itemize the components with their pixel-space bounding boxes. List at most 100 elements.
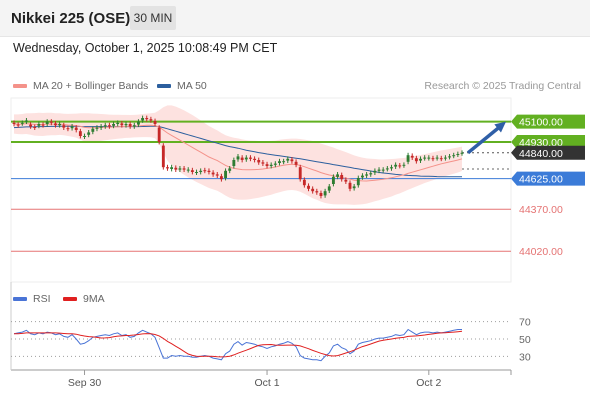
- rsi-label: RSI: [33, 293, 51, 305]
- candle-body: [443, 157, 447, 159]
- candle-body: [74, 127, 78, 130]
- rsi-level-label: 70: [519, 317, 531, 329]
- candle: [78, 128, 82, 139]
- candle-body: [456, 154, 460, 155]
- candle: [344, 177, 348, 184]
- candle: [261, 160, 265, 166]
- candle: [37, 121, 41, 129]
- candle: [315, 188, 319, 195]
- candle-body: [83, 136, 86, 137]
- candle-body: [427, 157, 431, 159]
- candle-body: [373, 170, 377, 173]
- candle: [265, 161, 269, 169]
- candle-body: [49, 121, 53, 123]
- candle-body: [302, 179, 306, 186]
- candle-body: [265, 164, 269, 166]
- candle: [278, 158, 281, 166]
- candle-body: [170, 167, 174, 169]
- candle: [153, 118, 157, 127]
- rsi-ma9-label: 9MA: [83, 293, 105, 305]
- candle: [33, 124, 37, 130]
- candle-body: [315, 191, 319, 193]
- rsi-line: [13, 328, 462, 362]
- target-arrow: [466, 125, 502, 155]
- candle-body: [145, 118, 149, 120]
- candle-body: [153, 121, 157, 124]
- candle-body: [439, 158, 443, 160]
- ma-bb-label: MA 20 + Bollinger Bands: [33, 80, 149, 92]
- candle-body: [199, 170, 203, 172]
- level-tag-44930.00: [511, 135, 585, 149]
- ma20-line: [13, 123, 463, 182]
- candle-body: [273, 163, 277, 165]
- timeframe-button[interactable]: 30 MIN: [130, 6, 176, 30]
- x-tick-label: Oct 1: [254, 377, 279, 389]
- candle-body: [398, 165, 402, 167]
- candle: [112, 121, 115, 129]
- candle: [439, 155, 443, 162]
- rsi-ma9-legend: 9MA: [63, 293, 105, 305]
- candle-body: [261, 162, 265, 164]
- candle: [286, 156, 290, 163]
- candle: [174, 165, 178, 172]
- candle-body: [336, 174, 339, 177]
- level-tag-44840.00: [511, 145, 585, 160]
- candle-body: [37, 124, 41, 126]
- candle: [402, 162, 406, 168]
- candle: [336, 172, 339, 180]
- candle: [70, 124, 74, 131]
- candle: [319, 190, 323, 199]
- candle-body: [124, 124, 128, 126]
- chart-toolbar: Nikkei 225 (OSE) 30 MIN: [0, 0, 590, 37]
- candle: [340, 172, 344, 182]
- candle: [331, 174, 335, 187]
- rsi-swatch: [13, 297, 27, 302]
- candle-body: [278, 161, 281, 163]
- candle-body: [323, 191, 327, 196]
- candle-body: [195, 172, 198, 173]
- level-label: 45100.00: [519, 117, 563, 129]
- candle-body: [103, 125, 107, 127]
- candle-body: [352, 186, 356, 189]
- candle: [249, 155, 252, 162]
- candle-body: [128, 124, 132, 127]
- candle-body: [377, 169, 381, 171]
- candle: [58, 121, 62, 128]
- candle-body: [406, 155, 410, 162]
- candle-body: [240, 157, 244, 160]
- candle: [120, 121, 124, 128]
- chart-datetime: Wednesday, October 1, 2025 10:08:49 PM C…: [13, 41, 278, 55]
- candle: [74, 125, 78, 133]
- candle: [253, 156, 257, 163]
- candle-body: [232, 160, 236, 166]
- candle-body: [70, 126, 74, 129]
- candle-body: [25, 120, 28, 122]
- candle-body: [348, 182, 352, 189]
- candle-body: [253, 158, 257, 160]
- candle: [394, 162, 398, 169]
- candle: [224, 168, 227, 181]
- level-label: 44370.00: [519, 204, 563, 216]
- level-label: 44625.00: [519, 174, 563, 186]
- candle: [257, 157, 261, 165]
- x-tick-label: Sep 30: [68, 377, 101, 389]
- candle-body: [282, 161, 286, 163]
- candle: [45, 119, 49, 127]
- ma50-label: MA 50: [177, 80, 207, 92]
- candle: [269, 162, 273, 169]
- candle-body: [224, 170, 227, 178]
- candle: [352, 184, 356, 191]
- candle: [365, 172, 369, 178]
- candle-body: [20, 122, 24, 124]
- candle: [20, 120, 24, 126]
- candle-body: [257, 160, 261, 163]
- candle: [91, 126, 95, 135]
- candle-body: [207, 170, 211, 172]
- candle-body: [249, 157, 252, 159]
- candle-body: [394, 164, 398, 167]
- candle: [240, 155, 244, 163]
- candle-body: [95, 127, 99, 129]
- candle-body: [186, 169, 190, 171]
- candle: [132, 122, 136, 129]
